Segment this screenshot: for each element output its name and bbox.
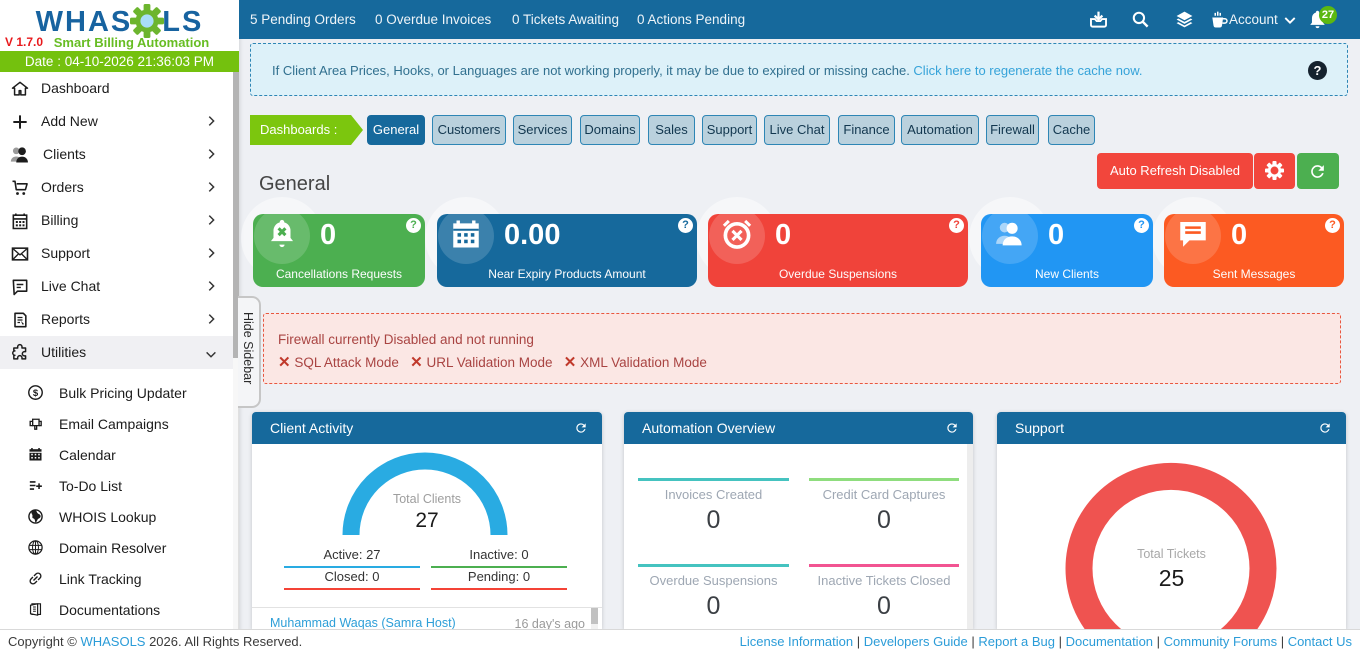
svg-text:$: $ (33, 388, 39, 399)
